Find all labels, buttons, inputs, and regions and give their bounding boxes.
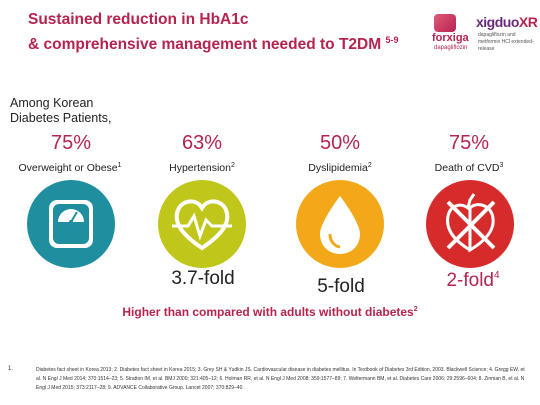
heart-icon (426, 180, 514, 268)
forxiga-logo-subtext: dapagliflozin (434, 45, 468, 51)
title-line-2: & comprehensive management needed to T2D… (28, 35, 399, 53)
stat-percent-hypertension: 63% (181, 132, 223, 154)
stat-percent-cvd-death: 75% (448, 132, 490, 154)
fold-hypertension: 3.7-fold (171, 268, 235, 289)
footnote-references: Diabetes fact sheet in Korea 2013; 2. Di… (36, 367, 525, 391)
stat-label-cvd-death: Death of CVD3 (434, 162, 504, 174)
stat-label-overweight: Overweight or Obese1 (18, 162, 122, 174)
stat-label-hypertension: Hypertension2 (169, 162, 235, 174)
forxiga-logo-text: forxiga (432, 32, 469, 44)
brand-logo: forxiga dapagliflozin xigduoXR dapaglifl… (432, 8, 538, 66)
xigduo-logo-text: xigduoXR (476, 14, 538, 30)
page-title: Sustained reduction in HbA1c & comprehen… (28, 10, 398, 55)
intro-line-1: Among Korean (10, 96, 94, 110)
intro-line-2: Diabetes Patients, (10, 111, 112, 125)
scale-icon (27, 180, 115, 268)
intro-text: Among Korean Diabetes Patients, (10, 96, 111, 126)
stat-percent-overweight: 75% (50, 132, 92, 154)
heartbeat-icon (158, 180, 246, 268)
footnote-number: 1. (8, 366, 14, 372)
comparison-note: Higher than compared with adults without… (122, 305, 418, 319)
stat-percent-dyslipidemia: 50% (319, 132, 361, 154)
fold-dyslipidemia: 5-fold (317, 276, 365, 297)
title-reference: 5-9 (385, 35, 399, 45)
title-line-1: Sustained reduction in HbA1c (28, 11, 249, 28)
drop-icon (296, 180, 384, 268)
stat-label-dyslipidemia: Dyslipidemia2 (308, 162, 372, 174)
forxiga-logo-mark (434, 14, 456, 32)
fold-cvd-death: 2-fold4 (446, 270, 500, 291)
xigduo-logo-subtext: dapagliflozin and metformin HCl extended… (478, 32, 534, 52)
